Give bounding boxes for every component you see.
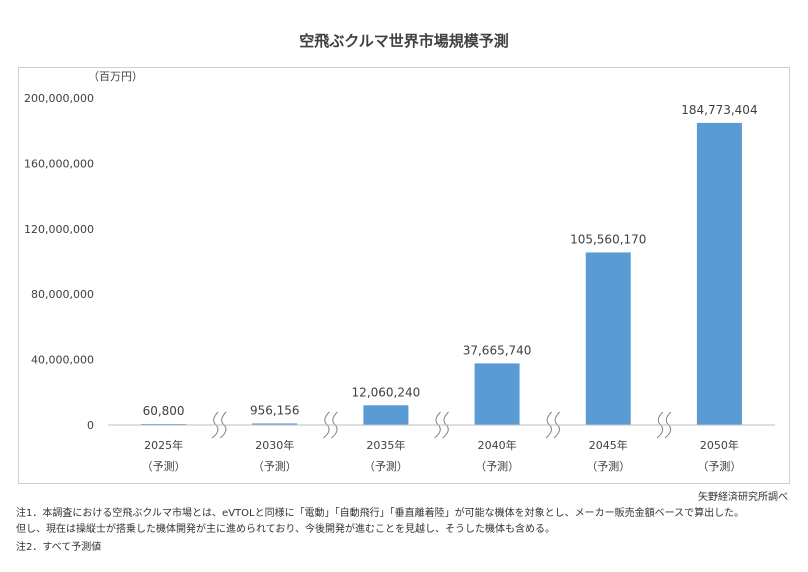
bar	[363, 405, 409, 425]
x-tick-sublabel: （予測）	[697, 459, 741, 473]
chart-title: 空飛ぶクルマ世界市場規模予測	[299, 32, 509, 50]
y-tick-label: 80,000,000	[31, 288, 94, 301]
note-1-line-2: 但し、現在は操縦士が搭乗した機体開発が主に進められており、今後開発が進むことを見…	[16, 524, 555, 535]
bars: 60,800 956,156 12,060,240 37,665,740 105,560…	[141, 103, 758, 426]
bar	[585, 252, 631, 425]
bar	[696, 122, 742, 426]
note-2: 注2．すべて予測値	[16, 542, 102, 553]
x-tick-label: 2050年	[700, 438, 739, 452]
bar-value-label: 956,156	[250, 403, 300, 417]
x-tick-label: 2035年	[366, 438, 405, 452]
bar-value-label: 12,060,240	[352, 385, 421, 399]
bar-value-label: 60,800	[143, 404, 185, 418]
x-tick-sublabel: （予測）	[142, 459, 186, 473]
bar-value-label: 37,665,740	[463, 343, 532, 357]
x-tick-label: 2040年	[478, 438, 517, 452]
y-tick-label: 0	[87, 419, 94, 432]
x-tick-sublabel: （予測）	[475, 459, 519, 473]
bar-value-label: 105,560,170	[570, 232, 646, 246]
x-tick-label: 2025年	[144, 438, 183, 452]
y-axis-ticks: 0 40,000,000 80,000,000 120,000,000 160,000,…	[24, 92, 94, 432]
y-axis-unit-label: （百万円）	[88, 70, 143, 83]
x-axis-labels: 2025年 （予測） 2030年 （予測） 2035年 （予測） 2040年 （予測） 2045…	[142, 438, 742, 473]
chart-frame	[18, 67, 790, 484]
y-tick-label: 200,000,000	[24, 92, 94, 105]
x-tick-sublabel: （予測）	[253, 459, 297, 473]
source-credit: 矢野経済研究所調べ	[698, 492, 788, 503]
x-tick-sublabel: （予測）	[364, 459, 408, 473]
bar	[474, 363, 520, 425]
bar	[252, 423, 298, 425]
x-tick-label: 2045年	[589, 438, 628, 452]
x-tick-sublabel: （予測）	[586, 459, 630, 473]
y-tick-label: 160,000,000	[24, 157, 94, 170]
bar-value-label: 184,773,404	[681, 103, 757, 117]
y-tick-label: 40,000,000	[31, 354, 94, 367]
x-tick-label: 2030年	[255, 438, 294, 452]
y-tick-label: 120,000,000	[24, 223, 94, 236]
note-1-line-1: 注1．本調査における空飛ぶクルマ市場とは、eVTOLと同様に「電動」「自動飛行」…	[16, 508, 745, 519]
